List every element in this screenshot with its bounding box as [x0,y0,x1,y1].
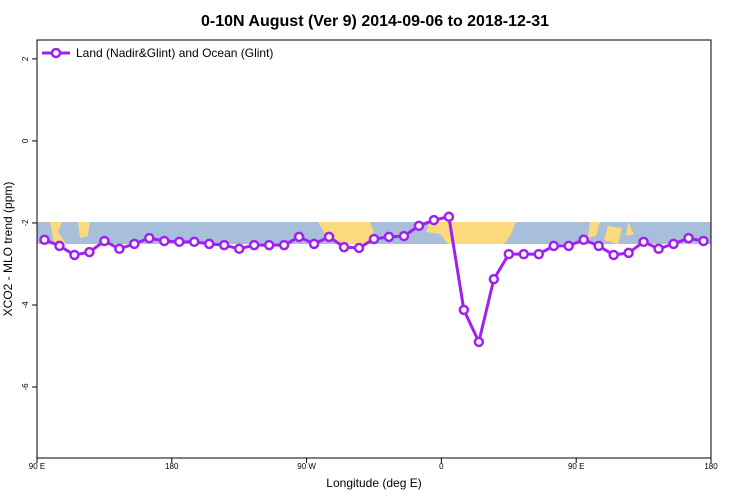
data-point [174,236,185,248]
data-point [263,239,275,251]
data-point [428,214,440,226]
data-point [218,239,230,251]
data-point [189,236,200,248]
data-point [608,249,619,261]
data-point [473,336,485,348]
data-point [293,231,305,243]
data-point [488,273,500,285]
data-point [353,242,365,254]
data-point [323,231,335,243]
data-point [668,238,679,250]
data-point [114,243,125,255]
legend: Land (Nadir&Glint) and Ocean (Glint) [42,46,273,60]
data-point [99,235,110,247]
x-tick-label: 180 [165,462,179,471]
data-point [443,211,455,223]
data-point [683,232,694,244]
data-point [248,239,260,251]
data-point [308,238,320,250]
data-point [413,220,425,232]
data-point [54,240,65,252]
data-point [129,238,140,250]
y-tick-label: -2 [21,219,30,227]
data-point [233,243,245,255]
data-point [203,238,215,250]
y-axis-label: XCO2 - MLO trend (ppm) [1,182,15,317]
chart-title: 0-10N August (Ver 9) 2014-09-06 to 2018-… [201,13,549,30]
data-point [623,247,634,259]
data-point [503,248,515,260]
data-point [593,240,604,252]
data-point [653,243,664,255]
data-point [368,233,380,245]
y-tick-label: 0 [21,138,30,143]
y-tick-label: -6 [21,383,30,391]
data-point [698,235,709,247]
data-point [458,304,470,316]
legend-label: Land (Nadir&Glint) and Ocean (Glint) [76,46,273,60]
x-tick-label: 180 [704,462,718,471]
x-tick-label: 90 W [297,462,316,471]
data-point [69,249,80,261]
x-tick-label: 0 [439,462,444,471]
data-point [159,235,170,247]
y-tick-label: -4 [21,301,30,309]
x-tick-label: 90 E [568,462,584,471]
y-tick-label: 2 [21,56,30,61]
legend-marker [50,47,62,59]
data-point [84,246,95,258]
data-point [398,230,410,242]
data-point [518,248,530,260]
data-point [278,239,290,251]
data-point [533,248,545,260]
data-point [39,234,50,246]
data-point [638,236,649,248]
data-point [578,234,589,246]
data-point [383,231,395,243]
x-tick-label: 90 E [29,462,45,471]
data-point [548,240,559,252]
plot-frame [36,39,712,459]
map-background [37,222,711,244]
x-axis-label: Longitude (deg E) [326,476,421,490]
data-point [563,240,574,252]
data-point [338,241,350,253]
data-point [144,232,155,244]
